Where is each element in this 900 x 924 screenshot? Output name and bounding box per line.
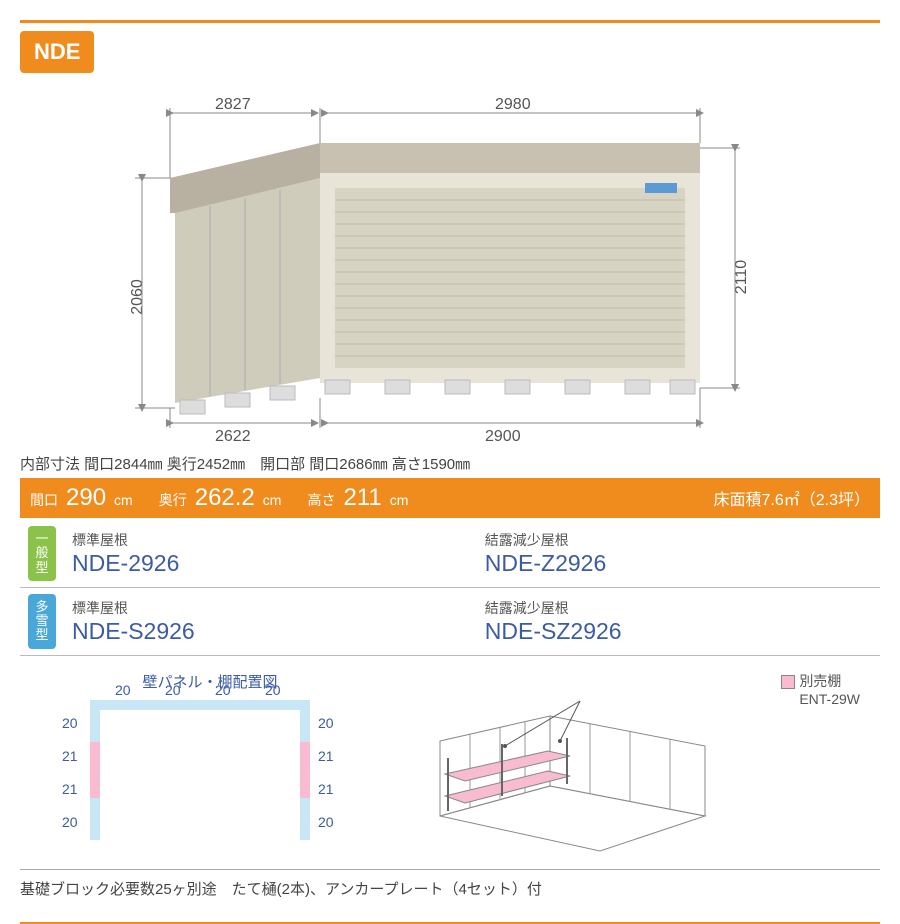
- floor-area: 床面積7.6㎡（2.3坪）: [714, 486, 871, 510]
- bottom-accent-bar: [20, 922, 880, 924]
- model-number: NDE-SZ2926: [485, 618, 872, 645]
- panel-value: 20: [265, 682, 281, 698]
- model-number: NDE-Z2926: [485, 550, 872, 577]
- table-row: 一般型 標準屋根NDE-2926 結露減少屋根NDE-Z2926: [20, 520, 880, 587]
- pink-swatch-icon: [781, 675, 795, 689]
- panel-shelf-section: 壁パネル・棚配置図 20 20 20 20 20 21 21 20 20 21 …: [20, 671, 880, 861]
- type-badge-general: 一般型: [28, 526, 56, 581]
- footer-notes: 基礎ブロック必要数25ヶ別途 たて樋(2本)、アンカープレート（4セット）付: [20, 870, 880, 907]
- height-value: 211: [343, 484, 381, 512]
- model-number: NDE-S2926: [72, 618, 469, 645]
- width-label: 間口: [30, 490, 58, 510]
- internal-dimensions: 内部寸法 間口2844㎜ 奥行2452㎜ 開口部 間口2686㎜ 高さ1590㎜: [20, 453, 880, 474]
- panel-value: 21: [62, 748, 78, 764]
- model-number: NDE-2926: [72, 550, 469, 577]
- shelf-3d-illustration: [430, 696, 710, 856]
- shelf-diagram-section: 別売棚 ENT-29W: [430, 671, 880, 861]
- dim-top-depth: 2827: [215, 96, 251, 114]
- shelf-legend: 別売棚 ENT-29W: [781, 671, 860, 707]
- shelf-legend-label: 別売棚: [799, 673, 841, 689]
- panel-value: 20: [318, 715, 334, 731]
- height-label: 高さ: [307, 490, 335, 510]
- roof-label: 標準屋根: [72, 530, 469, 550]
- dim-top-width: 2980: [495, 96, 531, 114]
- height-unit: cm: [390, 492, 409, 508]
- panel-value: 21: [318, 781, 334, 797]
- width-value: 290: [66, 484, 106, 512]
- model-table: 一般型 標準屋根NDE-2926 結露減少屋根NDE-Z2926 多雪型 標準屋…: [20, 520, 880, 656]
- table-row: 多雪型 標準屋根NDE-S2926 結露減少屋根NDE-SZ2926: [20, 587, 880, 655]
- dim-bottom-depth: 2622: [215, 428, 251, 446]
- panel-value: 20: [215, 682, 231, 698]
- shed-diagram: 2827 2980 2060 2110 2622 2900: [20, 78, 880, 448]
- dim-bottom-width: 2900: [485, 428, 521, 446]
- panel-value: 20: [115, 682, 131, 698]
- dim-left-height: 2060: [129, 279, 147, 315]
- depth-value: 262.2: [195, 484, 255, 512]
- depth-label: 奥行: [159, 490, 187, 510]
- panel-value: 21: [62, 781, 78, 797]
- top-accent-bar: [20, 20, 880, 23]
- panel-value: 20: [62, 814, 78, 830]
- width-unit: cm: [114, 492, 133, 508]
- roof-label: 結露減少屋根: [485, 598, 872, 618]
- panel-value: 20: [62, 715, 78, 731]
- type-badge-snow: 多雪型: [28, 594, 56, 649]
- main-dimensions-band: 間口 290 cm 奥行 262.2 cm 高さ 211 cm 床面積7.6㎡（…: [20, 478, 880, 518]
- panel-title: 壁パネル・棚配置図: [20, 671, 400, 692]
- wall-panel-diagram: 壁パネル・棚配置図 20 20 20 20 20 21 21 20 20 21 …: [20, 671, 400, 851]
- product-badge: NDE: [20, 31, 94, 73]
- depth-unit: cm: [263, 492, 282, 508]
- roof-label: 結露減少屋根: [485, 530, 872, 550]
- panel-value: 20: [318, 814, 334, 830]
- panel-value: 21: [318, 748, 334, 764]
- shed-illustration: [160, 118, 700, 418]
- panel-value: 20: [165, 682, 181, 698]
- shelf-legend-model: ENT-29W: [799, 691, 860, 707]
- dim-right-height: 2110: [733, 260, 751, 294]
- roof-label: 標準屋根: [72, 598, 469, 618]
